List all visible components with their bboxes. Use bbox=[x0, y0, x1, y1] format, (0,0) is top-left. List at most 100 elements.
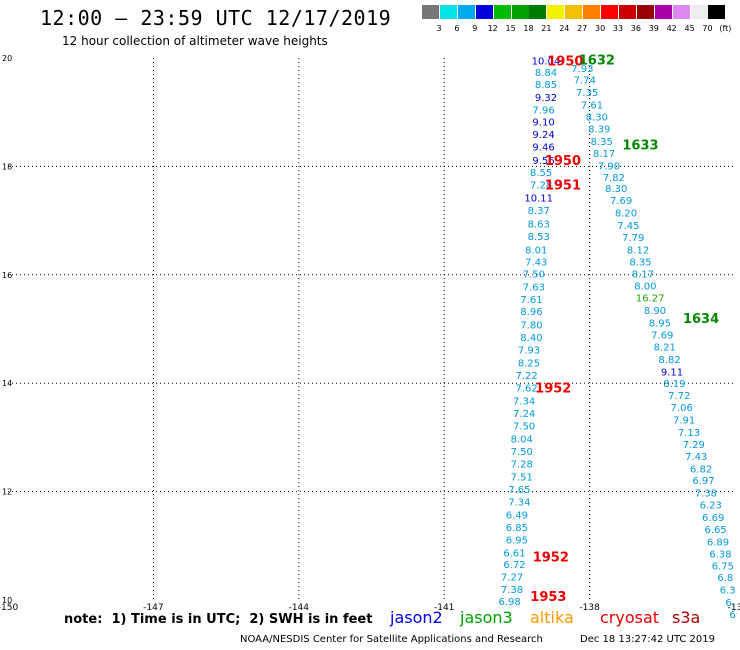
wave-height-point: 7.91 bbox=[673, 416, 695, 427]
wave-height-point: 6.23 bbox=[700, 501, 722, 512]
wave-height-point: 7.28 bbox=[511, 459, 533, 470]
wave-height-point: 6.61 bbox=[503, 548, 525, 559]
wave-height-point: 7.69 bbox=[651, 330, 673, 341]
x-tick-label: -150 bbox=[0, 603, 18, 613]
scale-swatch bbox=[672, 5, 690, 19]
wave-height-point: 8.20 bbox=[615, 208, 637, 219]
wave-height-point: 8.01 bbox=[525, 245, 547, 256]
wave-height-point: 7.61 bbox=[581, 101, 603, 112]
wave-height-point: 7.96 bbox=[532, 105, 554, 116]
y-tick-label: 12 bbox=[2, 488, 12, 497]
wave-height-point: 7.80 bbox=[520, 321, 542, 332]
wave-height-point: 8.17 bbox=[632, 270, 654, 281]
wave-height-point: 7.90 bbox=[598, 161, 620, 172]
scale-label: 27 bbox=[577, 24, 588, 33]
wave-height-point: 6.98 bbox=[498, 597, 520, 608]
legend-item-cryosat: cryosat bbox=[600, 608, 660, 627]
wave-height-point: 6.3 bbox=[720, 586, 736, 597]
wave-height-point: 8.90 bbox=[644, 306, 666, 317]
scale-swatch bbox=[583, 5, 601, 19]
wave-height-point: 7.24 bbox=[513, 409, 535, 420]
pass-time-label: 1634 bbox=[683, 312, 719, 327]
scale-swatch bbox=[565, 5, 583, 19]
wave-height-point: 7.93 bbox=[518, 346, 540, 357]
wave-height-point: 8.21 bbox=[654, 342, 676, 353]
wave-height-point: 7.45 bbox=[617, 221, 639, 232]
wave-height-point: 7.28 bbox=[530, 180, 552, 191]
wave-height-point: 7.72 bbox=[668, 391, 690, 402]
wave-height-point: 7.65 bbox=[508, 485, 530, 496]
legend-item-jason2: jason2 bbox=[390, 608, 443, 627]
wave-height-point: 7.63 bbox=[523, 283, 545, 294]
wave-height-point: 6.38 bbox=[709, 549, 731, 560]
wave-height-point: 8.40 bbox=[520, 333, 542, 344]
y-tick-label: 18 bbox=[2, 162, 12, 171]
scale-swatch bbox=[636, 5, 654, 19]
scale-swatch bbox=[439, 5, 457, 19]
wave-height-point: 7.13 bbox=[678, 428, 700, 439]
wave-height-point: 6.8 bbox=[717, 573, 733, 584]
pass-time-label: 1633 bbox=[622, 139, 658, 154]
scale-label: 21 bbox=[541, 24, 552, 33]
y-tick-label: 10 bbox=[2, 596, 12, 605]
scale-label: 18 bbox=[523, 24, 534, 33]
pass-time-label: 1632 bbox=[579, 54, 615, 69]
legend-item-jason3: jason3 bbox=[460, 608, 513, 627]
wave-height-point: 6.97 bbox=[692, 476, 714, 487]
wave-height-point: 7.50 bbox=[511, 447, 533, 458]
y-tick-label: 16 bbox=[2, 271, 12, 280]
wave-height-point: 6.75 bbox=[712, 561, 734, 572]
wave-height-point: 9.11 bbox=[661, 367, 683, 378]
wave-height-point: 8.04 bbox=[511, 434, 533, 445]
pass-time-label: 1952 bbox=[533, 551, 569, 566]
wave-height-point: 9.56 bbox=[532, 156, 554, 167]
wave-height-point: 6.82 bbox=[690, 464, 712, 475]
wave-height-point: 7.38 bbox=[501, 585, 523, 596]
scale-label: 15 bbox=[505, 24, 516, 33]
wave-height-point: 6 bbox=[729, 610, 735, 621]
scale-swatch bbox=[457, 5, 475, 19]
wave-height-point: 7.50 bbox=[523, 270, 545, 281]
wave-height-point: 6.89 bbox=[707, 537, 729, 548]
wave-height-point: 7.51 bbox=[511, 472, 533, 483]
wave-height-point: 7.43 bbox=[525, 257, 547, 268]
wave-height-point: 7.43 bbox=[685, 452, 707, 463]
scale-label: 42 bbox=[666, 24, 677, 33]
wave-height-point: 6.72 bbox=[503, 560, 525, 571]
wave-height-point: 8.96 bbox=[520, 307, 542, 318]
wave-height-point: 8.37 bbox=[528, 206, 550, 217]
wave-height-point: 6. bbox=[725, 598, 735, 609]
wave-height-point: 8.17 bbox=[593, 149, 615, 160]
pass-time-label: 1950 bbox=[545, 154, 581, 169]
scale-label: 30 bbox=[595, 24, 606, 33]
wave-height-point: 7.62 bbox=[515, 384, 537, 395]
wave-height-point: 7.34 bbox=[513, 397, 535, 408]
scale-label: 45 bbox=[684, 24, 695, 33]
wave-height-point: 8.55 bbox=[530, 168, 552, 179]
wave-height-point: 6.85 bbox=[506, 523, 528, 534]
wave-height-point: 6.49 bbox=[506, 510, 528, 521]
wave-height-point: 7.06 bbox=[671, 403, 693, 414]
wave-height-point: 8.30 bbox=[605, 184, 627, 195]
wave-height-point: 8.63 bbox=[528, 219, 550, 230]
wave-height-point: 7.29 bbox=[683, 440, 705, 451]
wave-height-point: 6.95 bbox=[506, 535, 528, 546]
wave-height-point: 9.32 bbox=[535, 93, 557, 104]
wave-height-point: 10.04 bbox=[532, 57, 561, 68]
scale-label: (ft) bbox=[719, 24, 732, 33]
wave-height-point: 8.30 bbox=[586, 113, 608, 124]
pass-time-label: 1953 bbox=[530, 590, 566, 605]
scale-label: 6 bbox=[454, 24, 460, 33]
page-title: 12:00 – 23:59 UTC 12/17/2019 bbox=[40, 6, 392, 30]
scale-label: 39 bbox=[648, 24, 659, 33]
wave-height-point: 7.35 bbox=[576, 88, 598, 99]
wave-height-point: 8.53 bbox=[528, 232, 550, 243]
wave-height-point: 8.19 bbox=[663, 379, 685, 390]
wave-height-point: 7.79 bbox=[622, 233, 644, 244]
legend-item-s3a: s3a bbox=[672, 608, 701, 627]
pass-time-label: 1951 bbox=[545, 178, 581, 193]
wave-height-point: 8.12 bbox=[627, 245, 649, 256]
x-tick-label: -147 bbox=[143, 603, 163, 613]
wave-height-point: 16.27 bbox=[636, 294, 665, 305]
